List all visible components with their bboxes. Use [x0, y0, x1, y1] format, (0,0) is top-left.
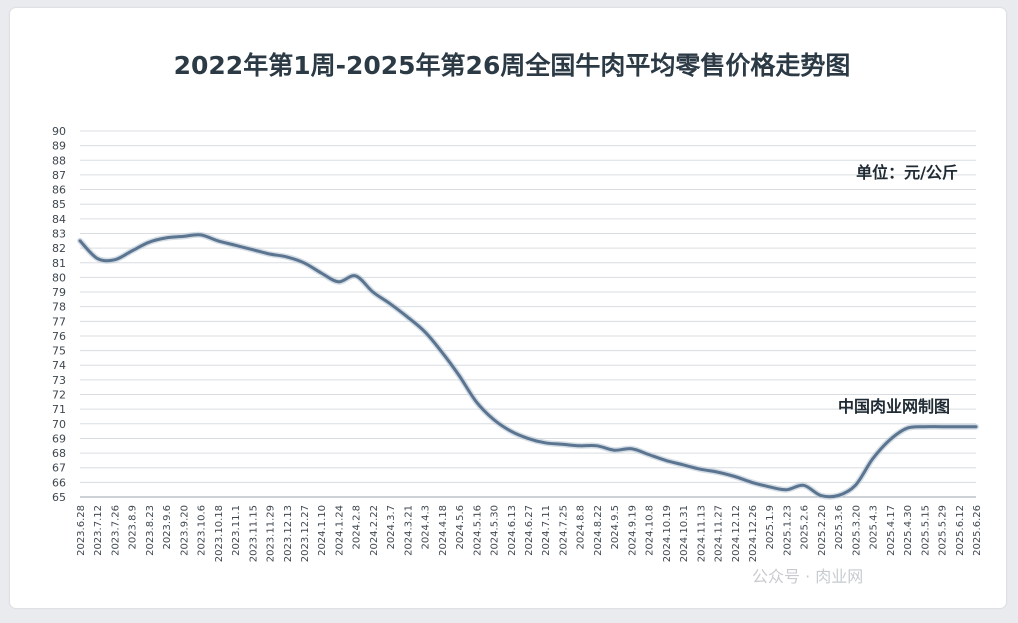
x-tick-label: 2023.7.12 — [93, 505, 104, 556]
x-tick-label: 2024.4.3 — [421, 505, 432, 550]
y-tick-label: 88 — [52, 154, 66, 167]
x-tick-label: 2024.6.27 — [524, 505, 535, 556]
x-tick-label: 2025.2.6 — [800, 505, 811, 550]
x-tick-label: 2025.6.26 — [972, 505, 983, 556]
x-tick-label: 2023.10.6 — [197, 505, 208, 556]
y-tick-label: 83 — [52, 227, 66, 240]
y-tick-label: 67 — [52, 462, 66, 475]
x-tick-label: 2024.11.13 — [696, 505, 707, 562]
y-tick-label: 86 — [52, 184, 66, 197]
x-tick-label: 2023.9.6 — [162, 505, 173, 550]
y-tick-label: 80 — [52, 271, 66, 284]
x-tick-label: 2025.6.12 — [955, 505, 966, 556]
x-tick-label: 2025.1.23 — [782, 505, 793, 556]
x-tick-label: 2024.9.19 — [627, 505, 638, 556]
x-tick-label: 2024.3.21 — [403, 505, 414, 556]
y-tick-label: 75 — [52, 345, 66, 358]
x-tick-label: 2023.12.13 — [283, 505, 294, 562]
x-tick-label: 2024.10.19 — [662, 505, 673, 562]
x-tick-label: 2025.5.15 — [920, 505, 931, 556]
x-tick-label: 2024.2.22 — [369, 505, 380, 556]
series-line — [78, 233, 978, 499]
x-tick-label: 2025.4.17 — [886, 505, 897, 556]
x-tick-label: 2023.9.20 — [179, 505, 190, 556]
x-tick-label: 2024.10.31 — [679, 505, 690, 562]
y-tick-label: 87 — [52, 169, 66, 182]
x-tick-label: 2023.6.28 — [76, 505, 87, 556]
y-tick-label: 82 — [52, 242, 66, 255]
x-tick-label: 2024.4.18 — [438, 505, 449, 556]
series-layer — [77, 231, 979, 500]
x-tick-label: 2025.5.29 — [938, 505, 949, 556]
x-tick-label: 2024.12.26 — [748, 505, 759, 562]
x-tick-label: 2024.1.10 — [317, 505, 328, 556]
y-tick-label: 76 — [52, 330, 66, 343]
y-tick-label: 84 — [52, 213, 66, 226]
y-tick-label: 66 — [52, 476, 66, 489]
x-tick-label: 2024.11.27 — [714, 505, 725, 562]
y-tick-label: 81 — [52, 257, 66, 270]
x-tick-label: 2024.8.22 — [593, 505, 604, 556]
y-tick-label: 69 — [52, 432, 66, 445]
y-tick-label: 73 — [52, 374, 66, 387]
y-tick-label: 85 — [52, 198, 66, 211]
y-tick-label: 89 — [52, 140, 66, 153]
x-tick-label: 2024.5.16 — [472, 505, 483, 556]
x-tick-label: 2023.8.9 — [128, 505, 139, 550]
x-tick-label: 2023.8.23 — [145, 505, 156, 556]
x-tick-label: 2024.6.13 — [507, 505, 518, 556]
x-tick-label: 2023.11.1 — [231, 505, 242, 556]
y-tick-label: 90 — [52, 125, 66, 138]
x-tick-label: 2023.11.15 — [248, 505, 259, 562]
x-tick-label: 2024.5.6 — [455, 505, 466, 550]
chart-card — [10, 8, 1006, 608]
x-tick-label: 2023.12.27 — [300, 505, 311, 562]
x-tick-label: 2025.3.20 — [851, 505, 862, 556]
x-axis-ticks: 2023.6.28 2023.7.12 2023.7.26 2023.8.9 2023.… — [76, 505, 983, 562]
y-tick-label: 68 — [52, 447, 66, 460]
y-tick-label: 79 — [52, 286, 66, 299]
y-tick-label: 74 — [52, 359, 66, 372]
x-tick-label: 2025.4.30 — [903, 505, 914, 556]
y-tick-label: 78 — [52, 301, 66, 314]
x-tick-label: 2025.1.9 — [765, 505, 776, 550]
watermark: 公众号 · 肉业网 — [752, 567, 863, 586]
x-tick-label: 2024.9.5 — [610, 505, 621, 550]
x-tick-label: 2025.3.6 — [834, 505, 845, 550]
x-tick-label: 2024.10.8 — [645, 505, 656, 556]
y-tick-label: 77 — [52, 315, 66, 328]
y-tick-label: 70 — [52, 418, 66, 431]
y-tick-label: 65 — [52, 491, 66, 504]
grid-lines — [80, 130, 976, 498]
y-tick-label: 72 — [52, 389, 66, 402]
x-tick-label: 2024.2.8 — [352, 505, 363, 550]
x-tick-label: 2024.1.24 — [334, 505, 345, 556]
unit-label: 单位：元/公斤 — [856, 163, 958, 182]
x-tick-label: 2024.12.12 — [731, 505, 742, 562]
x-tick-label: 2023.7.26 — [110, 505, 121, 556]
x-tick-label: 2025.2.20 — [817, 505, 828, 556]
x-tick-label: 2023.10.18 — [214, 505, 225, 562]
chart-title: 2022年第1周-2025年第26周全国牛肉平均零售价格走势图 — [174, 51, 851, 80]
x-tick-label: 2024.5.30 — [490, 505, 501, 556]
series-line-shadow — [77, 231, 979, 500]
y-tick-label: 71 — [52, 403, 66, 416]
x-tick-label: 2024.7.11 — [541, 505, 552, 556]
x-tick-label: 2024.8.8 — [576, 505, 587, 550]
x-tick-label: 2023.11.29 — [266, 505, 277, 562]
x-tick-label: 2025.4.3 — [869, 505, 880, 550]
source-label: 中国肉业网制图 — [838, 397, 950, 416]
x-tick-label: 2024.3.7 — [386, 505, 397, 550]
x-tick-label: 2024.7.25 — [558, 505, 569, 556]
